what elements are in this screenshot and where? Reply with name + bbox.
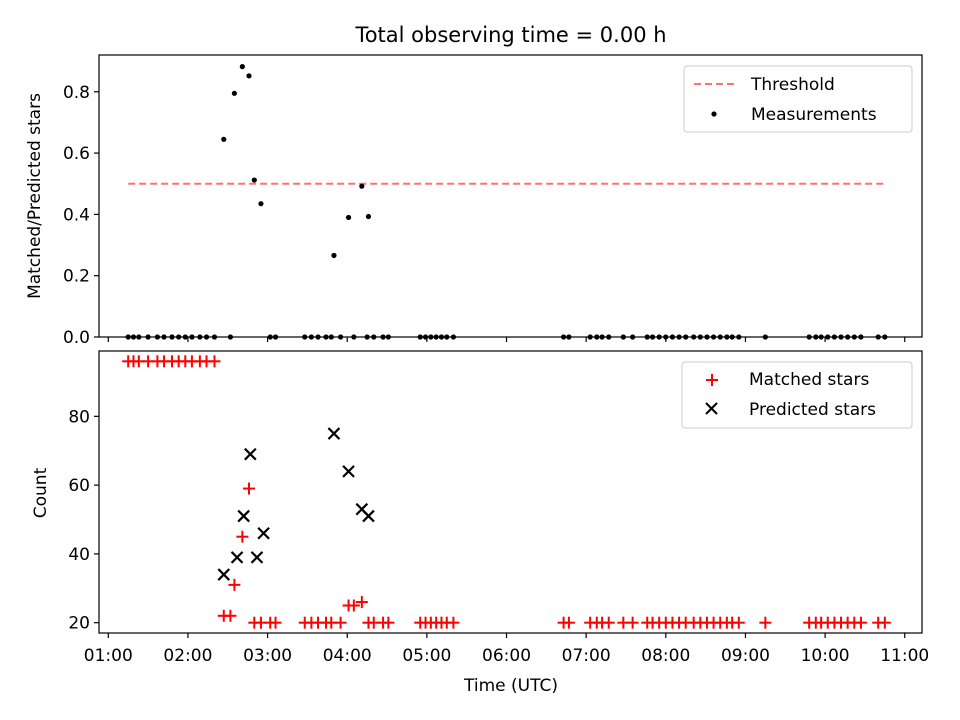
legend-predicted-label: Predicted stars (749, 400, 876, 420)
matched-star-marker (854, 616, 867, 629)
matched-star-marker (228, 578, 241, 591)
bottom-ytick-label: 40 (68, 545, 90, 565)
predicted-star-marker (237, 509, 250, 523)
predicted-star-marker (244, 447, 257, 461)
measurement-point (251, 177, 257, 183)
legend-matched-swatch (706, 374, 718, 386)
top-ylabel: Matched/Predicted stars (25, 93, 45, 299)
top-ytick-label: 0.4 (63, 205, 90, 225)
matched-star-marker (759, 616, 772, 629)
matched-star-marker (208, 355, 221, 368)
predicted-star-marker (230, 551, 244, 564)
matched-star-marker (269, 616, 282, 629)
matched-star-marker (732, 616, 745, 629)
bottom-xlabel: Time (UTC) (463, 676, 558, 696)
measurement-point (246, 73, 252, 79)
bottom-legend: Matched stars Predicted stars (681, 361, 913, 429)
bottom-ytick-label: 80 (68, 407, 90, 427)
measurement-point (231, 90, 237, 96)
top-legend: Threshold Measurements (683, 65, 913, 133)
bottom-ytick-label: 20 (68, 614, 90, 634)
bottom-xtick-label: 07:00 (562, 646, 611, 666)
top-ytick-label: 0.0 (63, 328, 90, 348)
matched-star-marker (224, 609, 237, 622)
matched-star-marker (447, 616, 460, 629)
matched-star-marker (382, 616, 395, 629)
matched-star-marker (347, 599, 360, 612)
matched-star-marker (562, 616, 575, 629)
matched-star-marker (602, 616, 615, 629)
bottom-xtick-label: 08:00 (641, 646, 690, 666)
top-legend-box (683, 65, 913, 133)
legend-measurements-swatch (711, 111, 717, 117)
matched-star-marker (242, 482, 255, 495)
predicted-star-marker (250, 551, 264, 564)
bottom-xtick-label: 05:00 (402, 646, 451, 666)
measurement-point (331, 252, 337, 259)
bottom-panel: 20 40 60 80 01:00 02:00 03:00 04:00 05:00 06:00 07… (31, 350, 929, 696)
top-panel: 0.00.20.40.60.8 Matched/Predicted stars … (25, 54, 923, 348)
predicted-star-marker (362, 509, 375, 523)
bottom-xtick-label: 03:00 (243, 646, 292, 666)
measurement-point (258, 201, 264, 207)
bottom-xtick-label: 11:00 (880, 646, 929, 666)
bottom-xtick-label: 04:00 (323, 646, 372, 666)
measurement-point (345, 214, 352, 221)
bottom-legend-box (681, 361, 913, 429)
matched-star-marker (878, 616, 891, 629)
legend-measurements-label: Measurements (751, 105, 877, 125)
predicted-star-marker (217, 568, 231, 581)
matched-star-marker (626, 616, 639, 629)
bottom-ylabel: Count (31, 467, 51, 518)
measurement-point (359, 183, 365, 189)
measurement-point (365, 213, 372, 220)
bottom-axes-frame (98, 350, 923, 634)
bottom-xtick-label: 01:00 (84, 646, 133, 666)
matched-star-marker (236, 530, 249, 543)
legend-matched-label: Matched stars (749, 370, 869, 390)
top-ytick-label: 0.2 (63, 267, 90, 287)
top-axes-frame (98, 54, 923, 338)
bottom-xtick-label: 06:00 (482, 646, 531, 666)
predicted-star-marker (327, 427, 341, 440)
bottom-xtick-label: 09:00 (721, 646, 770, 666)
bottom-xtick-label: 02:00 (163, 646, 212, 666)
top-ytick-label: 0.8 (63, 83, 90, 103)
predicted-star-marker (257, 526, 270, 540)
matched-star-marker (334, 616, 347, 629)
legend-threshold-label: Threshold (750, 75, 835, 95)
measurement-point (221, 136, 227, 142)
bottom-ytick-label: 60 (68, 476, 90, 496)
chart-title: Total observing time = 0.00 h (354, 23, 666, 47)
predicted-star-marker (342, 465, 355, 478)
top-ytick-label: 0.6 (63, 144, 90, 164)
measurement-point (239, 64, 245, 70)
matched-star-marker (355, 596, 368, 609)
legend-predicted-swatch (705, 402, 718, 415)
bottom-xtick-label: 10:00 (801, 646, 850, 666)
